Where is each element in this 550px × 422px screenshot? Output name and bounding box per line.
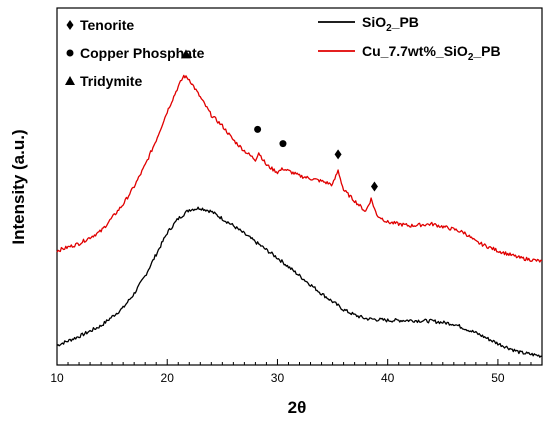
series-line-0 (56, 206, 543, 358)
peak-marker-circle (279, 140, 287, 148)
y-axis-title: Intensity (a.u.) (9, 129, 28, 244)
peak-marker-triangle (180, 49, 191, 59)
marker-legend-label: Tridymite (80, 73, 142, 89)
x-axis-title: 2θ (288, 398, 307, 417)
marker-legend-label: Tenorite (80, 17, 134, 33)
legend-triangle-icon (65, 76, 75, 85)
legend-circle-icon (66, 49, 74, 57)
x-tick-label: 50 (491, 371, 505, 385)
x-tick-label: 10 (50, 371, 64, 385)
peak-marker-diamond (370, 181, 378, 192)
peak-marker-diamond (334, 149, 342, 160)
series-legend-label: SiO2_PB (362, 14, 419, 34)
x-tick-label: 40 (381, 371, 395, 385)
legend-diamond-icon (66, 20, 74, 30)
x-tick-label: 20 (161, 371, 175, 385)
peak-marker-circle (254, 125, 262, 133)
x-tick-label: 30 (271, 371, 285, 385)
marker-legend-label: Copper Phosphate (80, 45, 205, 61)
series-line-1 (56, 74, 543, 263)
series-legend-label: Cu_7.7wt%_SiO2_PB (362, 43, 501, 63)
